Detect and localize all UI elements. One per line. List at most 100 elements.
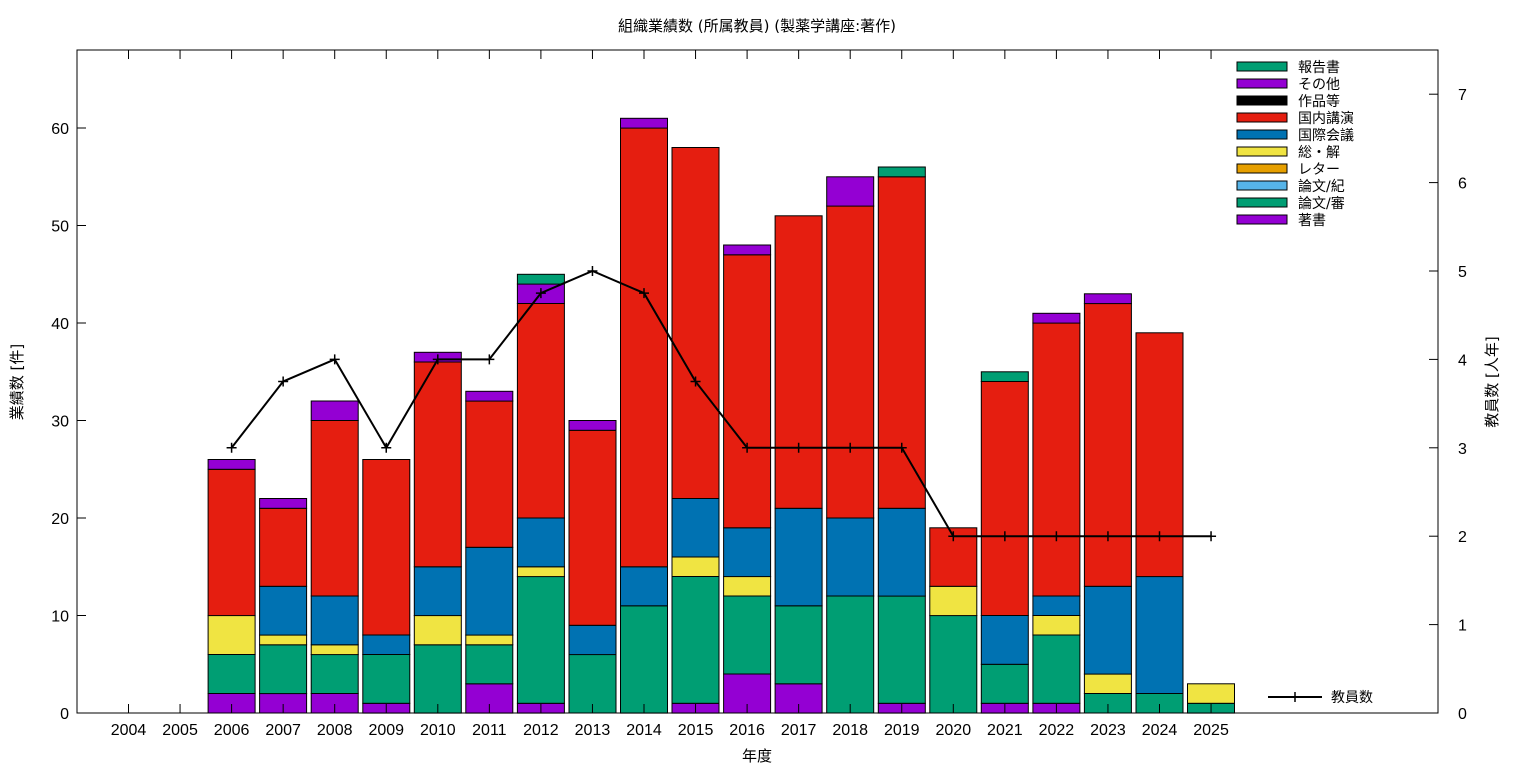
bar-2016-series-1: [723, 595, 772, 675]
bar-2011-series-8: [465, 390, 514, 402]
bar-2007-series-4: [259, 634, 308, 646]
bar-2007-series-6: [259, 507, 308, 587]
bar-2013-series-1: [568, 654, 617, 714]
bar-2014-series-1: [620, 605, 668, 714]
bar-2023-series-4: [1083, 673, 1132, 694]
bar-2009-series-6: [362, 459, 411, 636]
bar-2011-series-5: [465, 546, 514, 636]
axes-layer: 0 10 20 30 40 50 60 0 1 2 3 4 5 6 7 2004 2005 2006 2007 200…: [51, 49, 1467, 739]
y2-tick-label: 5: [1458, 264, 1467, 281]
bar-2008-series-8: [310, 400, 359, 421]
x-tick-label-2022: 2022: [1039, 722, 1075, 739]
bar-2010-series-6: [413, 361, 462, 568]
bar-2011-series-4: [465, 634, 514, 646]
x-tick-label-2007: 2007: [265, 722, 301, 739]
x-tick-label-2017: 2017: [781, 722, 817, 739]
x-tick-label-2006: 2006: [214, 722, 250, 739]
bar-2014-series-6: [620, 127, 668, 568]
bar-2015-series-6: [671, 147, 720, 499]
legend-entry: 総・解: [1298, 145, 1340, 161]
bar-2020-series-4: [929, 585, 978, 617]
bar-2007-series-5: [259, 585, 308, 636]
bars-layer: [207, 117, 1235, 714]
bar-2016-series-5: [723, 527, 772, 578]
bar-2015-series-1: [671, 576, 720, 704]
bar-2012-series-6: [516, 303, 565, 519]
legend-entry: 論文/紀: [1298, 179, 1345, 195]
staff-point-2024: [1154, 531, 1165, 542]
bar-2008-series-4: [310, 644, 359, 656]
y-tick-label: 30: [51, 414, 69, 431]
x-axis-label: 年度: [742, 747, 772, 765]
staff-point-2019: [896, 442, 907, 453]
x-tick-label-2023: 2023: [1090, 722, 1126, 739]
bar-2018-series-6: [826, 205, 875, 519]
bar-2023-series-6: [1083, 303, 1132, 587]
legend-entry-staff: 教員数: [1331, 690, 1373, 706]
legend-swatch: [1236, 180, 1288, 191]
bar-2017-series-1: [774, 605, 823, 685]
staff-point-2023: [1102, 531, 1113, 542]
legend-swatch: [1236, 95, 1288, 106]
bar-2015-series-5: [671, 498, 720, 558]
staff-point-2013: [587, 266, 598, 276]
staff-point-2020: [948, 531, 959, 542]
bar-2014-series-5: [620, 566, 668, 607]
staff-point-2014: [639, 288, 649, 299]
bar-2023-series-8: [1083, 293, 1132, 305]
bar-2006-series-4: [207, 615, 256, 655]
bar-2022-series-4: [1032, 615, 1081, 636]
bar-2010-series-5: [413, 566, 462, 617]
legend-entry: 著書: [1298, 213, 1326, 229]
y-tick-label: 10: [51, 609, 69, 626]
legend-entry: 報告書: [1298, 60, 1340, 76]
bar-2021-series-6: [980, 381, 1029, 616]
staff-point-2015: [690, 376, 701, 387]
staff-point-2010: [432, 354, 443, 365]
bar-2019-series-1: [877, 595, 926, 704]
bar-2008-series-6: [310, 420, 359, 597]
y-axis-label: 業績数 [件]: [8, 344, 26, 420]
bar-2006-series-8: [207, 459, 256, 470]
bar-2025-series-4: [1187, 683, 1235, 704]
bar-2017-series-5: [774, 507, 823, 607]
legend-entry: レター: [1298, 162, 1340, 178]
bar-2010-series-1: [413, 644, 462, 714]
legend-line-marker: [1290, 692, 1300, 702]
bar-2018-series-1: [826, 595, 875, 714]
plot-frame: [76, 49, 1439, 714]
legend-entry: その他: [1298, 77, 1340, 93]
bar-2009-series-1: [362, 654, 411, 704]
legend-swatch: [1236, 78, 1288, 89]
chart-title: 組織業績数 (所属教員) (製薬学講座:著作): [618, 17, 896, 35]
bar-2011-series-1: [465, 644, 514, 685]
bar-2012-series-5: [516, 517, 565, 568]
y-tick-label: 0: [60, 706, 69, 723]
x-tick-label-2010: 2010: [420, 722, 456, 739]
bar-2022-series-5: [1032, 595, 1081, 616]
y-tick-label: 60: [51, 121, 69, 138]
bar-2012-series-4: [516, 566, 565, 578]
legend-entry: 国内講演: [1298, 111, 1354, 127]
y2-tick-label: 0: [1458, 706, 1467, 723]
legend-entry: 論文/審: [1298, 196, 1345, 212]
bar-2008-series-1: [310, 654, 359, 694]
x-tick-label-2004: 2004: [111, 722, 147, 739]
legend-swatch: [1236, 197, 1288, 208]
staff-point-2021: [999, 531, 1010, 542]
staff-point-2009: [381, 442, 392, 453]
y-tick-label: 40: [51, 316, 69, 333]
y2-tick-label: 6: [1458, 176, 1467, 193]
y2-tick-label: 4: [1458, 352, 1467, 369]
bar-2022-series-6: [1032, 322, 1081, 597]
y2-tick-label: 1: [1458, 618, 1467, 635]
legend-swatch: [1236, 129, 1288, 140]
x-tick-label-2011: 2011: [472, 722, 507, 739]
bar-2015-series-4: [671, 556, 720, 577]
staff-point-2025: [1206, 531, 1217, 542]
legend-entry: 国際会議: [1298, 127, 1354, 144]
bar-2013-series-6: [568, 429, 617, 626]
bar-2010-series-4: [413, 615, 462, 646]
bar-2016-series-4: [723, 576, 772, 597]
